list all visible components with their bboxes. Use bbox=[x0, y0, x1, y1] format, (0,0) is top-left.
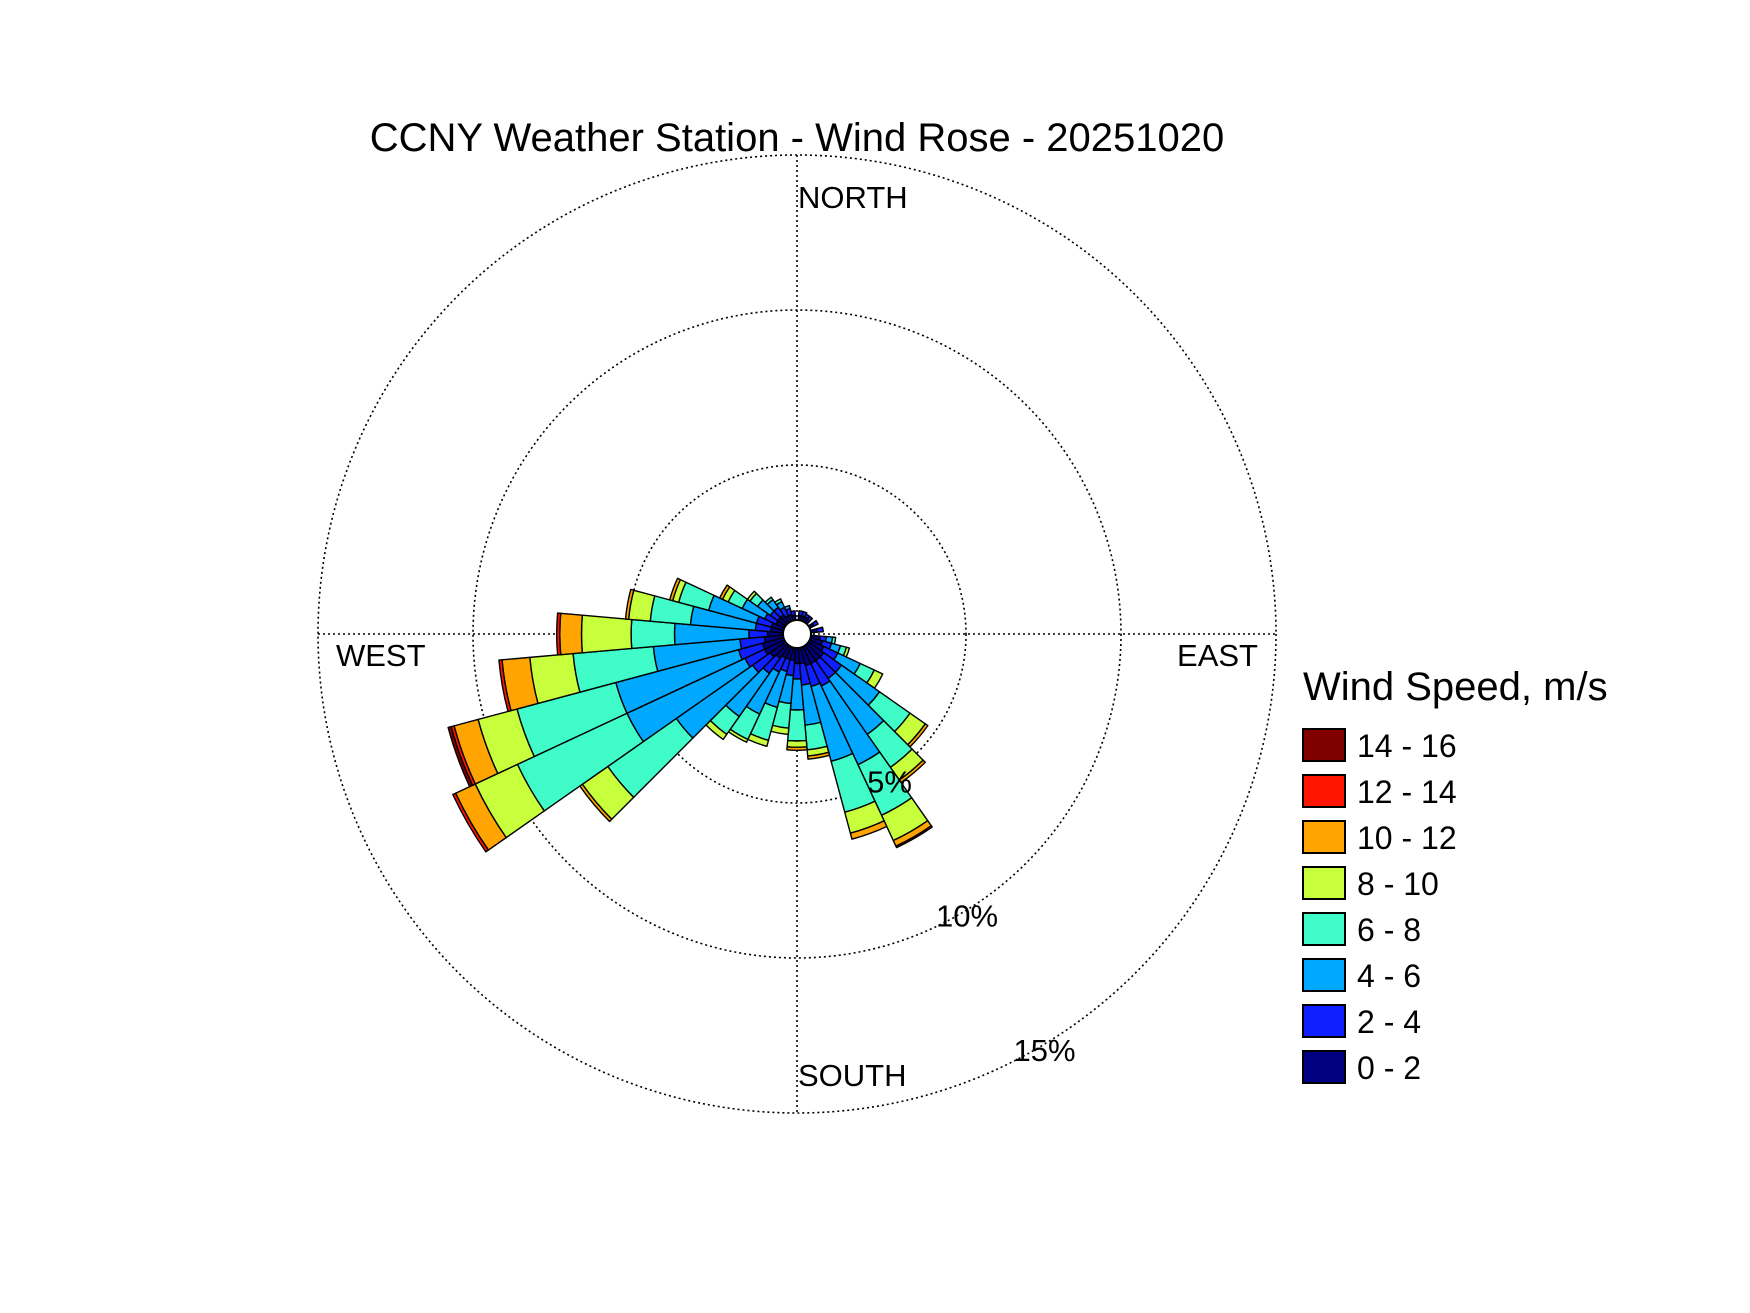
legend-label: 2 - 4 bbox=[1357, 1004, 1421, 1040]
direction-label-south: SOUTH bbox=[798, 1058, 907, 1093]
wind-petals bbox=[447, 577, 933, 853]
center-circle bbox=[782, 619, 812, 649]
petal-300-bin-5 bbox=[718, 584, 731, 600]
legend-swatch bbox=[1302, 866, 1346, 900]
petal-290-bin-5 bbox=[668, 577, 682, 602]
legend-title: Wind Speed, m/s bbox=[1303, 665, 1608, 709]
petal-330-bin-3 bbox=[774, 598, 783, 606]
legend-swatch bbox=[1302, 958, 1346, 992]
petal-270-bin-6 bbox=[555, 612, 562, 656]
legend-label: 14 - 16 bbox=[1357, 728, 1457, 764]
center-hole bbox=[782, 619, 812, 649]
petal-160-bin-5 bbox=[849, 820, 888, 840]
ring-labels: 5% 10% 15% bbox=[867, 764, 1075, 1067]
petal-280-bin-5 bbox=[624, 588, 635, 620]
chart-title: CCNY Weather Station - Wind Rose - 20251… bbox=[370, 116, 1225, 160]
legend-label: 6 - 8 bbox=[1357, 912, 1421, 948]
legend-label: 4 - 6 bbox=[1357, 958, 1421, 994]
petal-340-bin-2 bbox=[783, 604, 791, 611]
petal-240-bin-6 bbox=[452, 792, 490, 853]
legend-swatch bbox=[1302, 820, 1346, 854]
petal-180-bin-5 bbox=[786, 746, 808, 751]
petal-270-bin-5 bbox=[559, 612, 584, 656]
petal-60-bin-1 bbox=[811, 619, 819, 627]
legend-label: 8 - 10 bbox=[1357, 866, 1439, 902]
legend-swatch bbox=[1302, 774, 1346, 808]
ring-label-15: 15% bbox=[1013, 1033, 1075, 1068]
direction-label-west: WEST bbox=[336, 638, 426, 673]
petal-320-bin-3 bbox=[764, 596, 774, 606]
legend-items: 14 - 16 12 - 14 10 - 12 8 - 10 6 - 8 4 - 6 2 -… bbox=[1302, 728, 1457, 1086]
direction-label-north: NORTH bbox=[798, 180, 908, 215]
legend-label: 0 - 2 bbox=[1357, 1050, 1421, 1086]
petal-260-bin-6 bbox=[498, 659, 512, 713]
direction-label-east: EAST bbox=[1177, 638, 1258, 673]
legend-swatch bbox=[1302, 912, 1346, 946]
legend-swatch bbox=[1302, 1004, 1346, 1038]
petal-180-bin-4 bbox=[786, 739, 808, 748]
legend-swatch bbox=[1302, 1050, 1346, 1084]
legend-label: 10 - 12 bbox=[1357, 820, 1457, 856]
petal-350-bin-1 bbox=[790, 610, 797, 617]
petal-310-bin-4 bbox=[746, 590, 758, 602]
legend-label: 12 - 14 bbox=[1357, 774, 1457, 810]
legend-swatch bbox=[1302, 728, 1346, 762]
petal-250-bin-7 bbox=[447, 725, 474, 788]
petal-170-bin-5 bbox=[806, 751, 831, 760]
ring-label-5: 5% bbox=[867, 764, 912, 799]
legend: Wind Speed, m/s 14 - 16 12 - 14 10 - 12 8 -… bbox=[1302, 665, 1608, 1086]
petal-80-bin-1 bbox=[815, 626, 824, 633]
petal-150-bin-6 bbox=[895, 825, 933, 849]
petal-270-bin-3 bbox=[630, 618, 676, 650]
petal-40-bin-1 bbox=[806, 615, 814, 622]
petal-270-bin-4 bbox=[580, 614, 633, 654]
petal-20-bin-1 bbox=[801, 610, 808, 618]
ring-label-10: 10% bbox=[936, 899, 998, 934]
